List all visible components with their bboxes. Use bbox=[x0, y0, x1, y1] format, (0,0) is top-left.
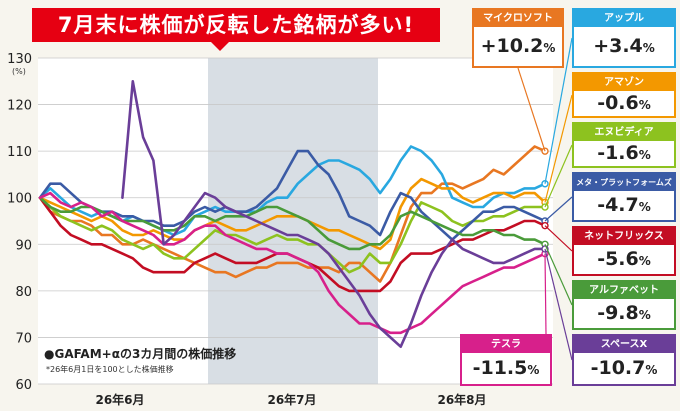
percent-sign: % bbox=[527, 363, 540, 377]
legend-connector bbox=[517, 67, 546, 152]
percent-sign: % bbox=[638, 98, 651, 112]
legend-connector bbox=[544, 37, 573, 184]
percent-sign: % bbox=[645, 363, 658, 377]
series-line bbox=[38, 149, 547, 241]
y-tick-label: 60 bbox=[15, 378, 32, 393]
series-line bbox=[121, 80, 547, 348]
legend-series-name: ネットフリックス bbox=[574, 228, 674, 245]
x-tick-label: 26年7月 bbox=[267, 392, 316, 407]
y-tick-label: 90 bbox=[15, 238, 32, 253]
legend-series-name: アマゾン bbox=[574, 74, 674, 91]
change-number: -9.8 bbox=[597, 302, 639, 324]
grid-lines bbox=[38, 57, 553, 385]
x-axis: 26年6月 26年7月 26年8月 bbox=[95, 392, 486, 407]
series-line bbox=[38, 196, 547, 274]
legend-change-value: -1.6% bbox=[574, 141, 674, 168]
x-tick-label: 26年8月 bbox=[437, 392, 486, 407]
percent-sign: % bbox=[638, 254, 651, 268]
legend-series-name: エヌビディア bbox=[574, 124, 674, 141]
legend-change-value: -4.7% bbox=[574, 191, 674, 222]
percent-sign: % bbox=[638, 200, 651, 214]
y-tick-label: 100 bbox=[7, 192, 32, 207]
y-tick-label: 80 bbox=[15, 285, 32, 300]
legend-change-value: +3.4% bbox=[574, 27, 674, 68]
y-tick-label: 130 bbox=[7, 52, 32, 67]
chart-note: ●GAFAM+αの3カ月間の株価推移 bbox=[44, 347, 237, 361]
change-number: +10.2 bbox=[480, 35, 544, 57]
chart-title: 7月末に株価が反転した銘柄が多い! bbox=[32, 8, 440, 42]
change-number: +3.4 bbox=[593, 35, 643, 57]
legend-item: マイクロソフト +10.2% bbox=[472, 8, 564, 68]
legend-item: アルファベット -9.8% bbox=[572, 280, 676, 330]
legend-series-name: テスラ bbox=[462, 336, 550, 353]
series-lines bbox=[38, 80, 549, 348]
legend-item: エヌビディア -1.6% bbox=[572, 122, 676, 168]
change-number: -5.6 bbox=[597, 248, 639, 270]
change-number: -1.6 bbox=[597, 142, 639, 164]
title-pointer bbox=[210, 41, 230, 51]
legend-series-name: アルファベット bbox=[574, 282, 674, 299]
legend-connector bbox=[544, 253, 547, 335]
legend-item: メタ・プラットフォームズ -4.7% bbox=[572, 172, 676, 222]
legend-connector bbox=[544, 225, 573, 252]
legend-connector bbox=[544, 248, 573, 361]
legend-item: テスラ -11.5% bbox=[460, 334, 552, 386]
legend-change-value: -0.6% bbox=[574, 91, 674, 118]
percent-sign: % bbox=[638, 308, 651, 322]
legend-item: スペースX -10.7% bbox=[572, 334, 676, 386]
legend-series-name: アップル bbox=[574, 10, 674, 27]
legend-series-name: スペースX bbox=[574, 336, 674, 353]
legend-item: ネットフリックス -5.6% bbox=[572, 226, 676, 276]
legend-change-value: -9.8% bbox=[574, 299, 674, 330]
series-line bbox=[38, 191, 547, 335]
legend-series-name: メタ・プラットフォームズ bbox=[574, 174, 674, 191]
shaded-month-band bbox=[208, 58, 378, 384]
y-unit-label: (%) bbox=[12, 67, 26, 76]
y-tick-label: 110 bbox=[7, 145, 32, 160]
x-tick-label: 26年6月 bbox=[95, 392, 144, 407]
y-tick-label: 70 bbox=[15, 331, 32, 346]
chart-subnote: *26年6月1日を100とした株価推移 bbox=[46, 365, 174, 374]
series-line bbox=[38, 177, 547, 251]
change-number: -0.6 bbox=[597, 92, 639, 114]
percent-sign: % bbox=[642, 41, 655, 55]
legend-change-value: -5.6% bbox=[574, 245, 674, 276]
legend-change-value: -10.7% bbox=[574, 353, 674, 386]
percent-sign: % bbox=[543, 41, 556, 55]
legend-connector bbox=[544, 94, 573, 203]
legend-change-value: -11.5% bbox=[462, 353, 550, 386]
legend-series-name: マイクロソフト bbox=[474, 10, 562, 27]
y-axis: 60 70 80 90 100 110 120 130 bbox=[7, 52, 32, 393]
legend-connector bbox=[544, 244, 573, 306]
legend-connector bbox=[544, 196, 573, 222]
series-line bbox=[38, 145, 547, 283]
change-number: -4.7 bbox=[597, 194, 639, 216]
percent-sign: % bbox=[638, 148, 651, 162]
legend-item: アマゾン -0.6% bbox=[572, 72, 676, 118]
legend-connectors bbox=[517, 37, 573, 361]
y-tick-label: 120 bbox=[7, 99, 32, 114]
change-number: -11.5 bbox=[472, 357, 528, 379]
legend-item: アップル +3.4% bbox=[572, 8, 676, 68]
legend-change-value: +10.2% bbox=[474, 27, 562, 68]
change-number: -10.7 bbox=[590, 357, 646, 379]
legend-connector bbox=[544, 144, 573, 208]
